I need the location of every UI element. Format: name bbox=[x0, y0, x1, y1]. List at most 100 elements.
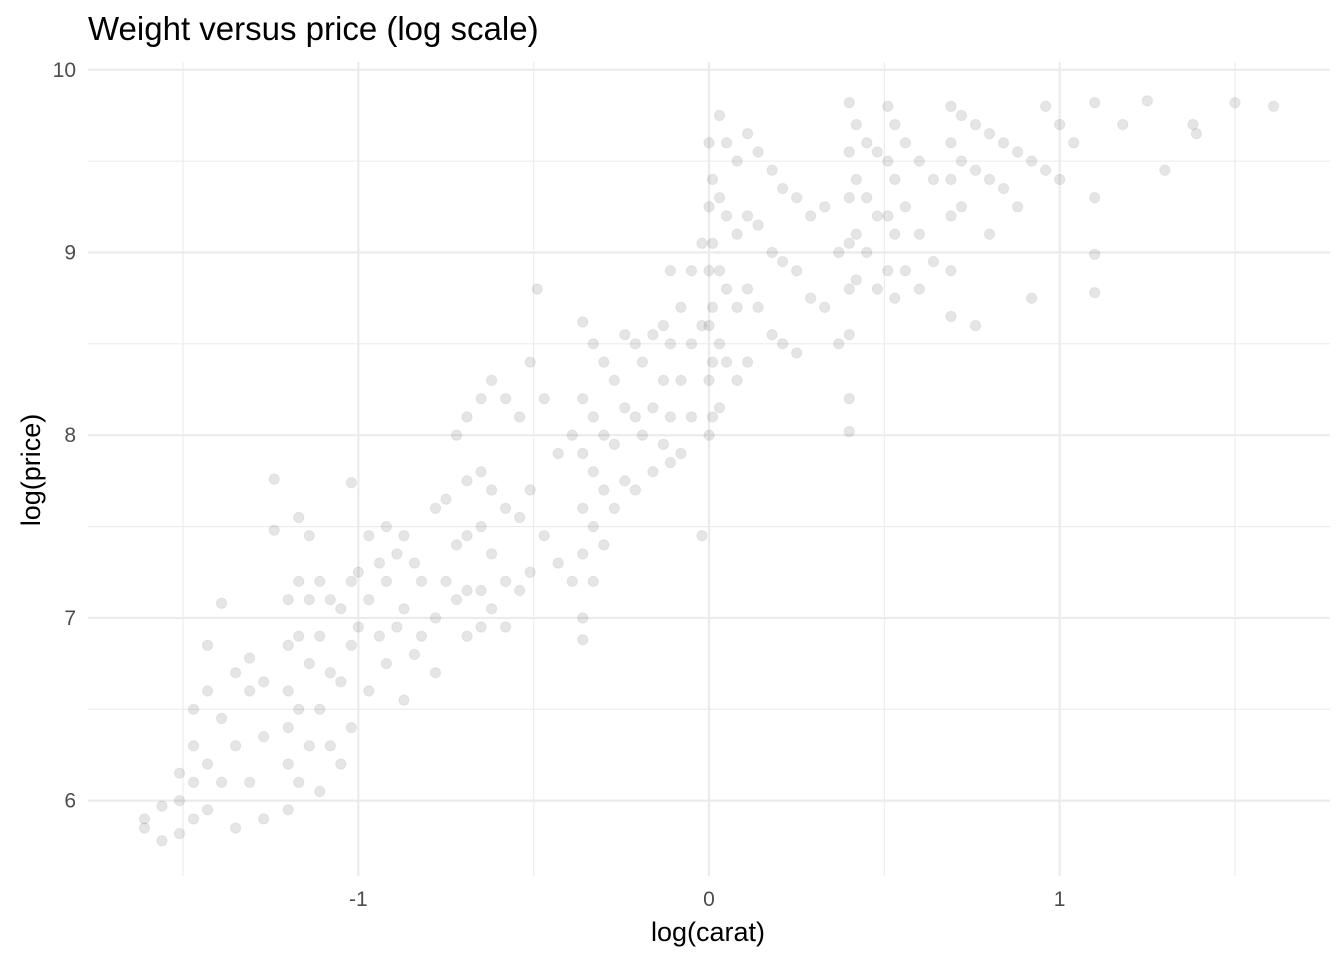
data-point bbox=[429, 612, 442, 624]
data-point bbox=[324, 667, 336, 679]
data-point bbox=[833, 338, 845, 350]
data-point bbox=[513, 411, 526, 423]
data-point bbox=[352, 566, 365, 578]
chart-title: Weight versus price (log scale) bbox=[88, 10, 539, 47]
data-point bbox=[229, 822, 242, 834]
data-point bbox=[398, 529, 410, 542]
data-point bbox=[513, 511, 526, 524]
data-point bbox=[685, 411, 698, 423]
data-point bbox=[587, 338, 599, 350]
data-point bbox=[373, 557, 386, 569]
data-point bbox=[524, 484, 536, 496]
y-tick-labels: 6 7 8 9 10 bbox=[53, 59, 76, 813]
data-point bbox=[703, 319, 715, 332]
data-point bbox=[706, 301, 719, 313]
data-point bbox=[983, 128, 996, 140]
data-point bbox=[408, 557, 421, 569]
data-point bbox=[608, 374, 621, 387]
data-point bbox=[268, 524, 280, 536]
data-point bbox=[524, 356, 536, 368]
data-point bbox=[577, 447, 589, 460]
data-point bbox=[187, 813, 200, 825]
data-point bbox=[657, 438, 670, 451]
data-point bbox=[398, 694, 410, 706]
y-tick-label: 6 bbox=[64, 790, 76, 813]
data-point bbox=[566, 575, 578, 588]
data-point bbox=[664, 338, 677, 350]
data-point bbox=[790, 347, 803, 359]
data-point bbox=[345, 721, 358, 734]
data-point bbox=[843, 96, 855, 109]
data-point bbox=[629, 338, 642, 350]
data-point bbox=[335, 676, 347, 688]
data-point bbox=[282, 721, 294, 734]
data-point bbox=[843, 237, 855, 250]
data-point bbox=[187, 703, 200, 715]
data-point bbox=[608, 502, 621, 514]
data-point bbox=[429, 667, 442, 679]
data-point bbox=[850, 228, 862, 240]
data-point bbox=[889, 228, 901, 240]
data-point bbox=[1229, 96, 1241, 109]
data-point bbox=[450, 539, 463, 551]
data-point bbox=[664, 411, 677, 423]
x-tick-labels: -1 0 1 bbox=[349, 888, 1065, 911]
data-point bbox=[703, 265, 715, 277]
data-point bbox=[843, 425, 855, 438]
data-point bbox=[685, 265, 698, 277]
data-point bbox=[257, 676, 270, 688]
data-point bbox=[156, 835, 168, 847]
data-point bbox=[461, 475, 473, 487]
data-point bbox=[577, 392, 589, 405]
data-point bbox=[850, 118, 862, 131]
data-point bbox=[741, 128, 754, 140]
data-point bbox=[1025, 155, 1038, 167]
data-point bbox=[889, 173, 901, 186]
data-point bbox=[335, 603, 347, 615]
data-point bbox=[703, 201, 715, 213]
x-axis-title: log(carat) bbox=[651, 917, 765, 947]
data-point bbox=[587, 411, 599, 423]
data-point bbox=[983, 173, 996, 186]
data-point bbox=[1039, 100, 1052, 113]
data-point bbox=[997, 182, 1010, 195]
y-tick-label: 7 bbox=[64, 607, 76, 630]
data-point bbox=[380, 657, 393, 670]
data-point bbox=[499, 621, 512, 633]
data-point bbox=[415, 630, 428, 642]
data-point bbox=[1267, 100, 1280, 113]
data-point bbox=[696, 529, 708, 542]
data-point bbox=[945, 265, 957, 277]
data-point bbox=[201, 758, 214, 770]
data-point bbox=[345, 575, 358, 588]
data-point bbox=[173, 794, 186, 807]
data-point bbox=[1089, 96, 1101, 109]
data-point bbox=[629, 484, 642, 496]
data-point bbox=[945, 310, 957, 323]
data-point bbox=[201, 685, 214, 697]
data-point bbox=[1089, 248, 1101, 261]
data-point bbox=[598, 484, 610, 496]
data-point bbox=[587, 575, 599, 588]
data-point bbox=[475, 466, 487, 478]
data-point bbox=[696, 319, 708, 332]
data-point bbox=[945, 100, 957, 113]
data-point bbox=[819, 301, 831, 313]
data-point bbox=[871, 210, 884, 222]
data-point bbox=[955, 201, 968, 213]
data-point bbox=[776, 338, 789, 350]
data-point bbox=[499, 502, 512, 514]
data-point bbox=[713, 402, 726, 414]
data-point bbox=[647, 402, 659, 414]
data-point bbox=[485, 548, 498, 560]
y-axis-title: log(price) bbox=[16, 414, 46, 527]
data-point bbox=[138, 813, 151, 825]
data-point bbox=[398, 603, 410, 615]
data-point bbox=[731, 301, 743, 313]
data-point bbox=[243, 652, 256, 664]
data-point bbox=[720, 137, 733, 149]
data-point bbox=[201, 804, 214, 816]
data-point bbox=[303, 593, 315, 606]
data-point bbox=[314, 630, 326, 642]
data-point bbox=[380, 575, 393, 588]
